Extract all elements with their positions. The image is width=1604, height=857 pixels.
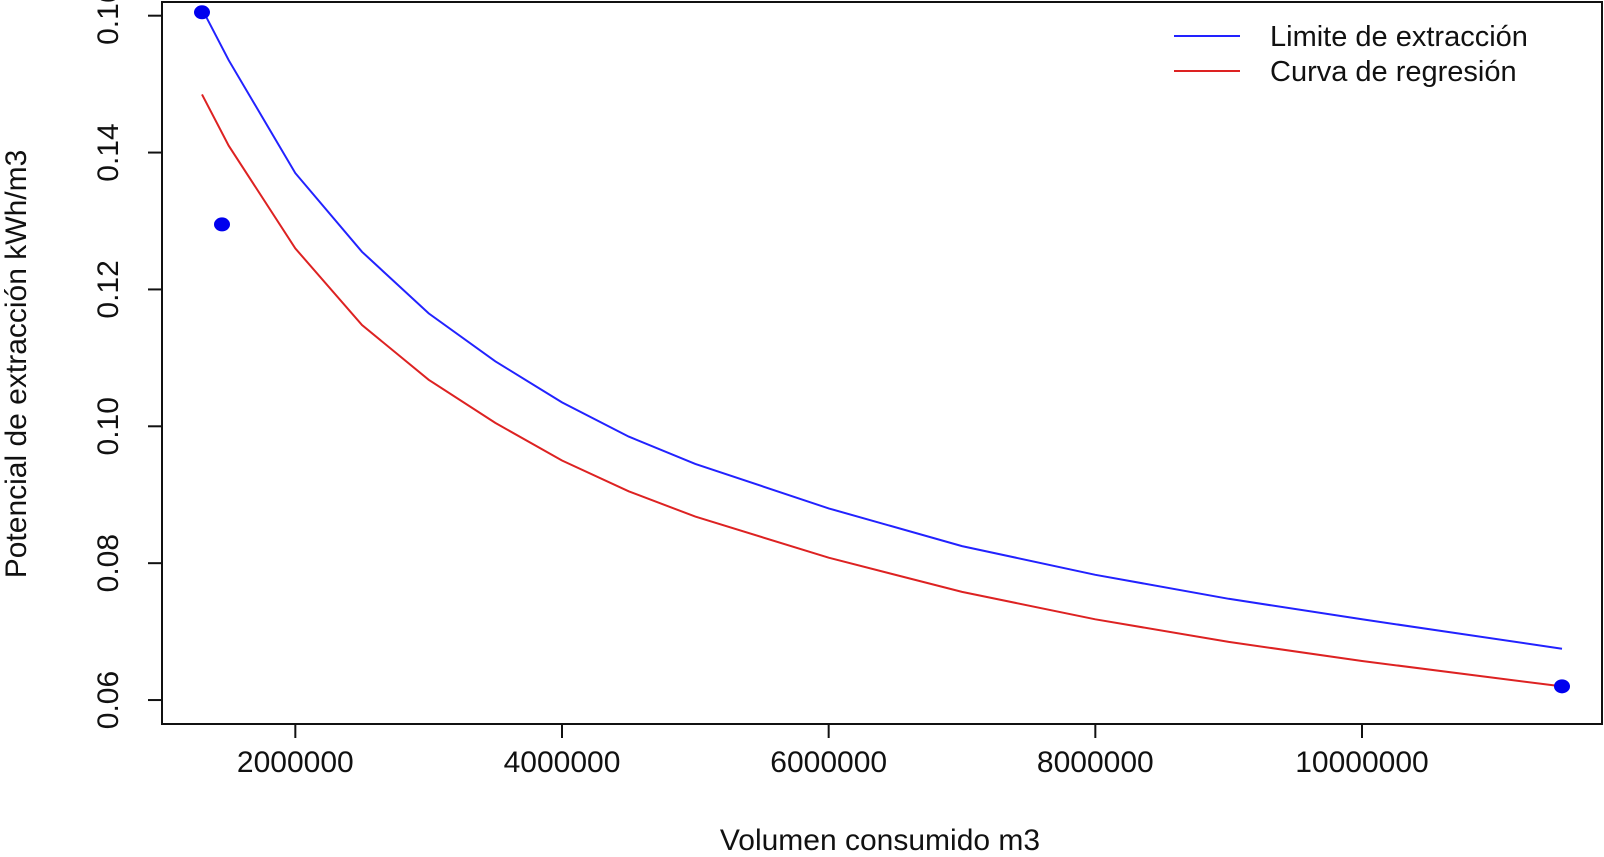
x-axis-title: Volumen consumido m3 [720,824,1040,857]
points-layer [194,5,1570,694]
x-tick-label: 2000000 [237,746,354,779]
x-tick-label: 8000000 [1037,746,1154,779]
legend-label: Curva de regresión [1270,56,1517,88]
data-point [214,217,230,232]
data-point [194,5,210,20]
y-axis: 0.06 0.08 0.10 0.12 0.14 0.16 [92,0,162,729]
y-axis-title: Potencial de extracción kWh/m3 [0,150,33,579]
x-axis: 2000000 4000000 6000000 8000000 10000000 [237,724,1429,779]
series-line-0 [201,8,1563,650]
x-tick-label: 4000000 [504,746,621,779]
data-point [1554,679,1570,694]
y-tick-label: 0.08 [92,534,125,592]
plot-frame [161,1,1603,725]
series-line-1 [201,93,1563,688]
y-tick-label: 0.14 [92,123,125,181]
x-tick-label: 6000000 [770,746,887,779]
y-tick-label: 0.12 [92,260,125,318]
y-tick-label: 0.06 [92,671,125,729]
y-tick-label: 0.10 [92,397,125,455]
series-layer [201,8,1563,688]
y-tick-label: 0.16 [92,0,125,45]
legend-label: Limite de extracción [1270,21,1528,53]
x-tick-label: 10000000 [1295,746,1428,779]
